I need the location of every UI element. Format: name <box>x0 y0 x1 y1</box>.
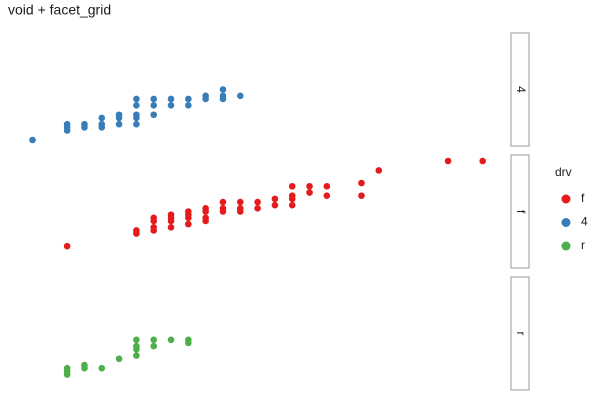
point <box>236 198 244 206</box>
point <box>167 336 175 344</box>
point <box>98 114 106 122</box>
legend-title: drv <box>555 165 572 179</box>
facet-strip <box>510 154 530 269</box>
point <box>202 208 209 215</box>
point <box>150 336 158 344</box>
point <box>98 124 106 131</box>
point <box>185 101 192 109</box>
facet-label: f <box>514 210 528 214</box>
point <box>271 201 279 209</box>
point <box>133 95 140 103</box>
point <box>236 92 244 100</box>
point <box>133 336 140 344</box>
point <box>288 201 296 209</box>
facet-label: r <box>514 332 528 336</box>
point <box>150 95 158 103</box>
point <box>150 217 158 225</box>
point <box>133 120 140 128</box>
point <box>185 220 192 228</box>
point <box>306 182 313 190</box>
point <box>133 114 140 122</box>
point <box>63 242 71 250</box>
point <box>150 342 158 350</box>
point <box>185 339 192 347</box>
point <box>115 355 123 363</box>
point <box>81 124 88 131</box>
legend-label: f <box>581 191 585 205</box>
facet-label: 4 <box>514 86 528 93</box>
legend-marker <box>561 194 571 204</box>
point <box>323 182 331 190</box>
point <box>150 227 158 234</box>
point <box>219 95 227 103</box>
point <box>167 95 175 103</box>
point <box>167 223 175 231</box>
point <box>358 179 365 187</box>
point <box>133 101 140 109</box>
point <box>323 192 331 200</box>
point <box>254 198 261 206</box>
legend-marker <box>561 241 571 251</box>
point <box>81 364 88 372</box>
point <box>271 195 279 203</box>
point <box>29 136 36 144</box>
point <box>150 101 158 109</box>
legend-label: r <box>581 238 585 252</box>
point <box>185 95 192 103</box>
point <box>133 352 140 359</box>
chart-title: void + facet_grid <box>8 2 111 18</box>
point <box>219 86 227 93</box>
point <box>254 205 261 212</box>
legend-label: 4 <box>581 215 588 229</box>
point <box>288 182 296 190</box>
point <box>219 198 227 206</box>
point <box>358 192 365 200</box>
point <box>63 371 71 378</box>
point <box>167 101 175 109</box>
facet-strip <box>510 276 530 391</box>
point <box>219 208 227 215</box>
point <box>150 111 158 119</box>
point <box>375 167 383 174</box>
facet-strip <box>510 32 530 147</box>
point <box>202 217 209 225</box>
point <box>133 345 140 353</box>
legend-marker <box>561 218 571 227</box>
point <box>63 127 71 134</box>
point <box>444 157 452 165</box>
point <box>133 230 140 237</box>
point <box>185 214 192 222</box>
point <box>288 195 296 203</box>
point <box>479 157 486 165</box>
point <box>98 364 106 372</box>
point <box>236 208 244 215</box>
point <box>115 114 123 122</box>
point <box>167 217 175 225</box>
point <box>202 95 209 103</box>
point <box>306 189 313 196</box>
point <box>115 120 123 128</box>
